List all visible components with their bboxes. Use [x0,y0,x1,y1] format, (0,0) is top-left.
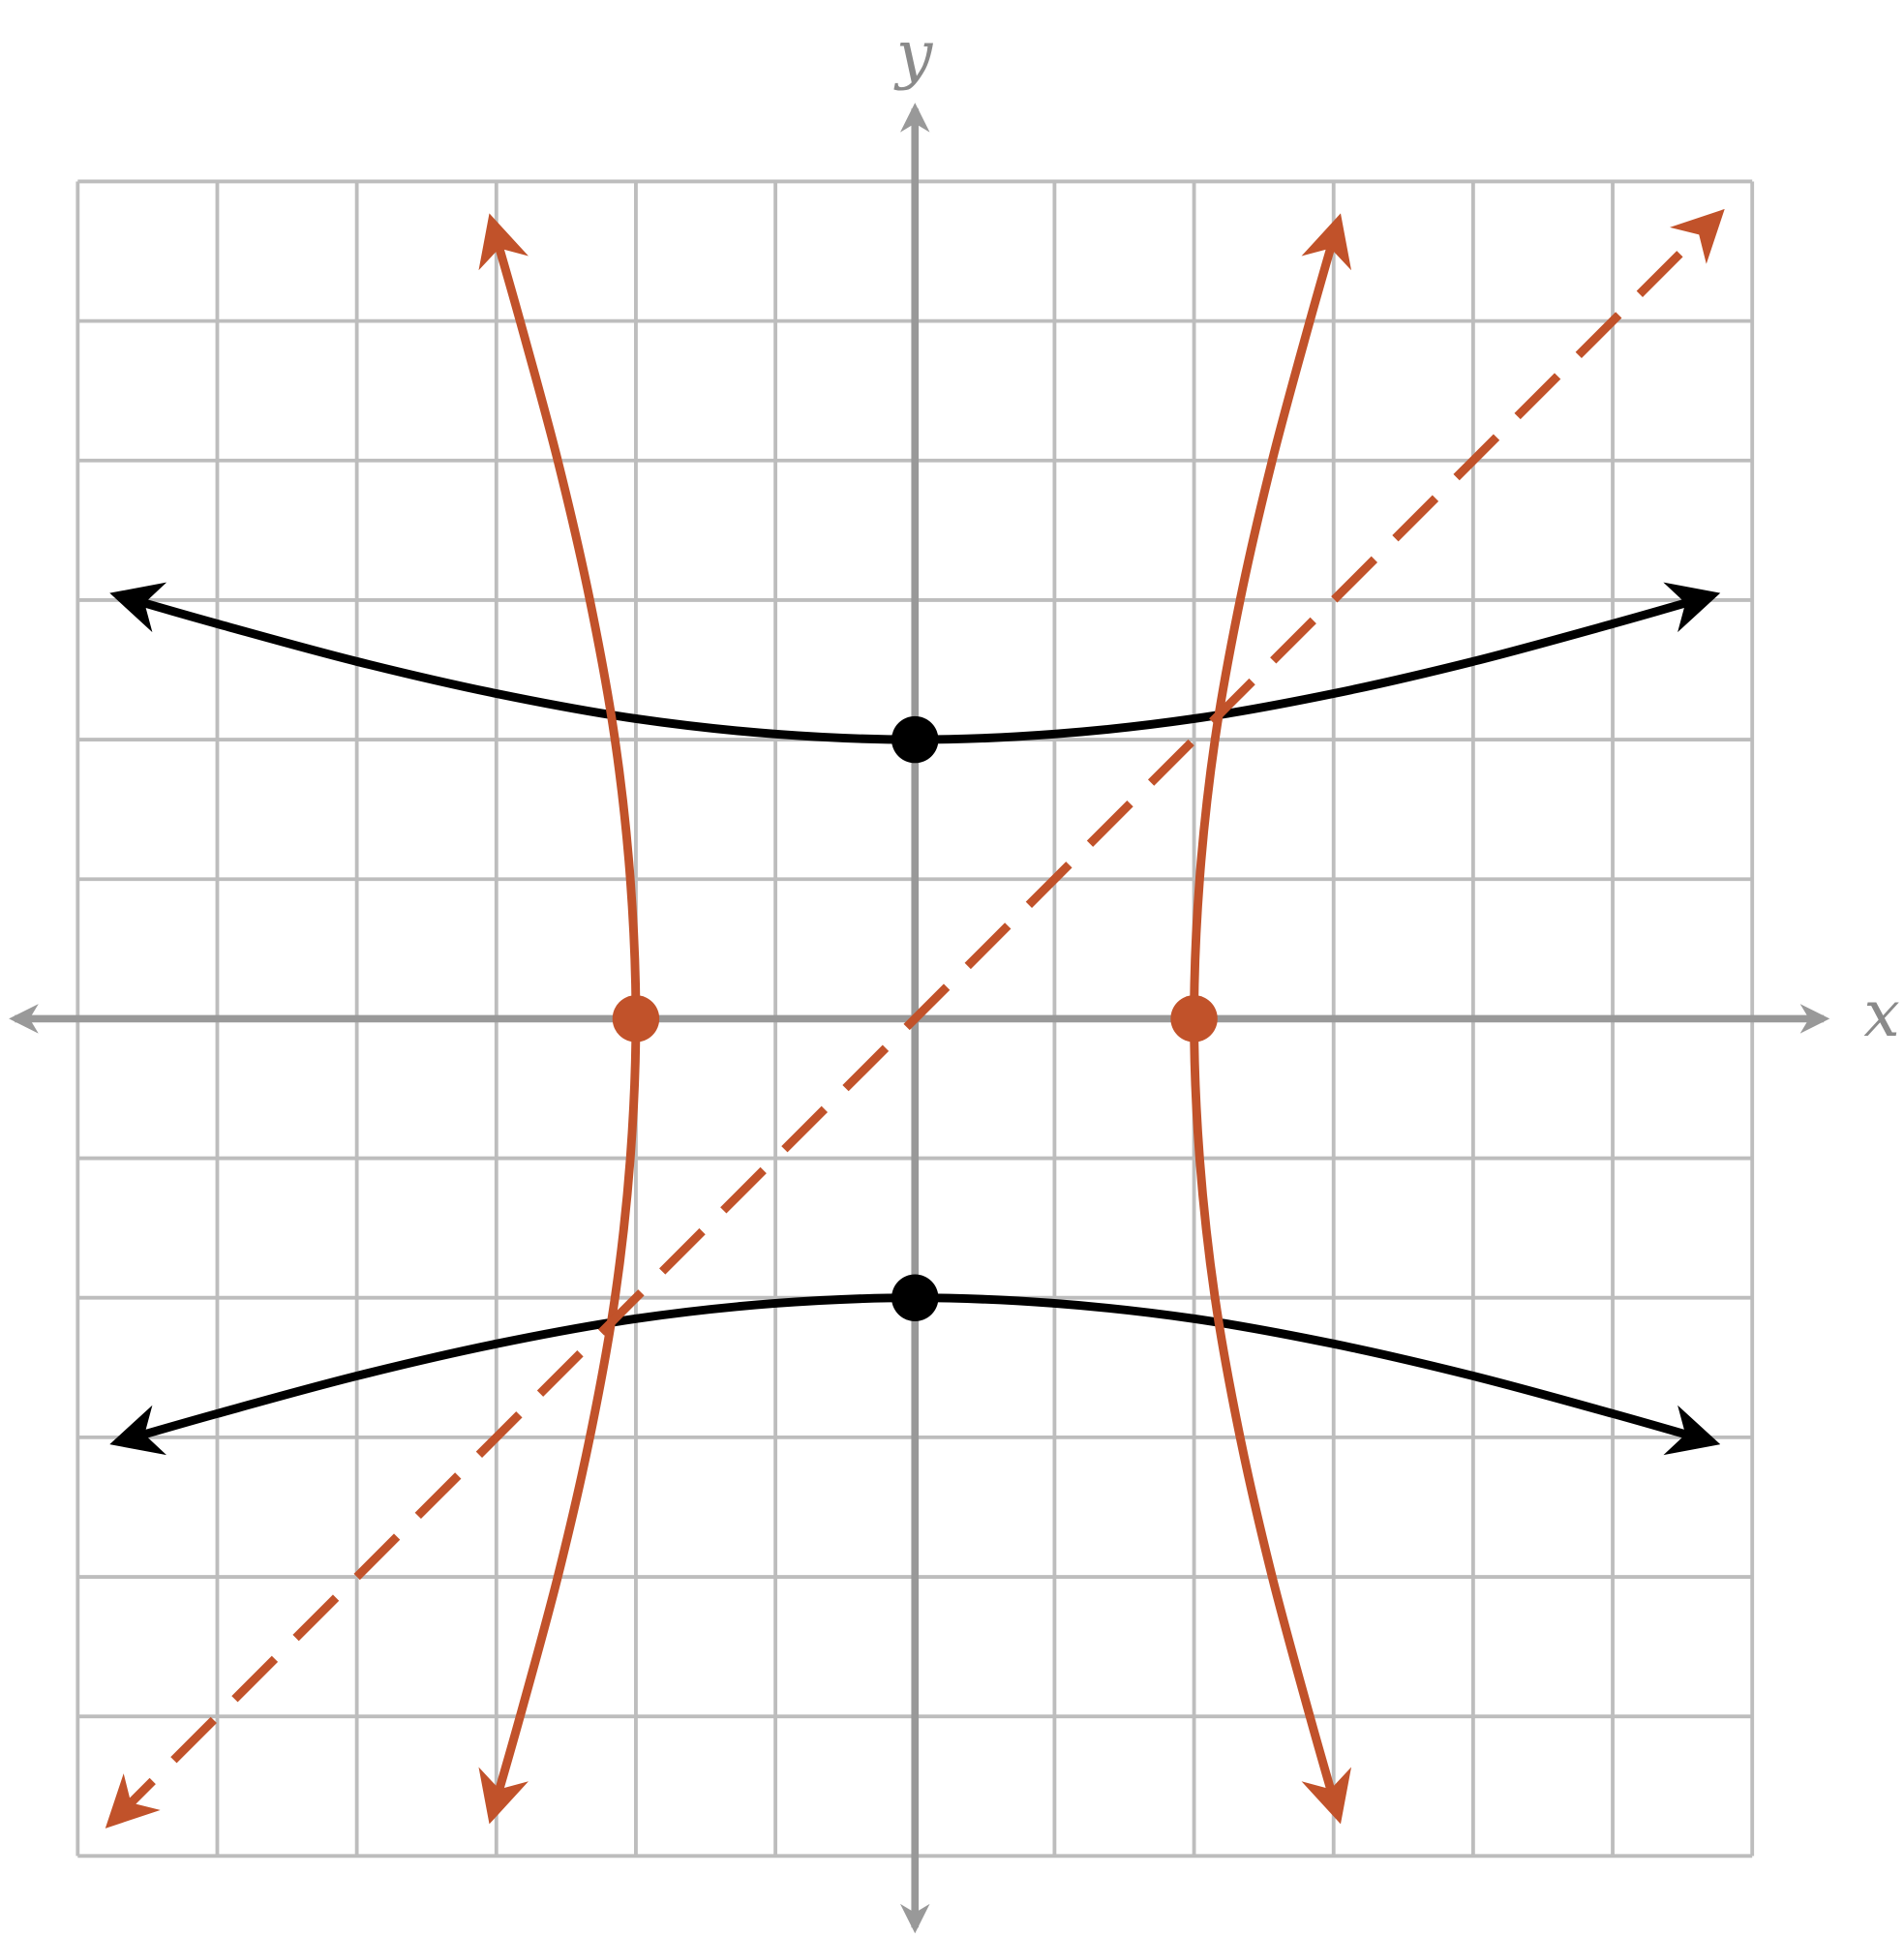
point [892,1274,939,1321]
point [1170,995,1218,1043]
points [612,715,1218,1321]
dashed-line [105,208,1725,1829]
x-axis-label: x [1863,976,1899,1051]
y-axis-label: y [893,15,934,91]
point [612,995,660,1043]
point [892,715,939,764]
